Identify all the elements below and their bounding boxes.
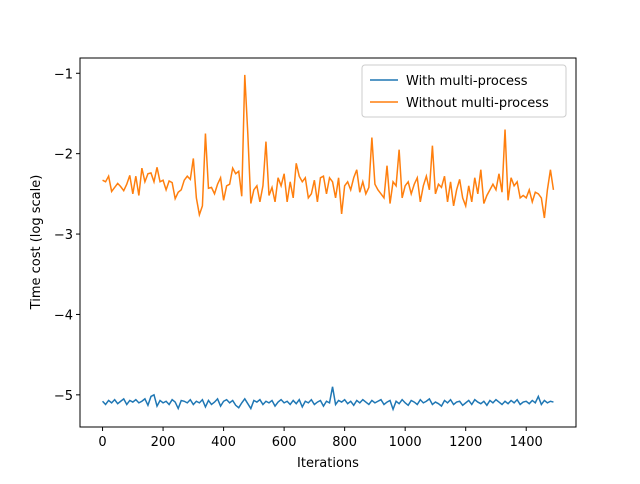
x-axis-label: Iterations xyxy=(297,456,359,471)
y-axis-label: Time cost (log scale) xyxy=(29,175,44,311)
legend-label: With multi-process xyxy=(406,74,528,89)
x-tick-label: 600 xyxy=(272,435,297,450)
y-tick-label: −3 xyxy=(54,228,73,243)
y-tick-label: −4 xyxy=(54,308,73,323)
y-tick-label: −2 xyxy=(54,148,73,163)
x-tick-label: 800 xyxy=(332,435,357,450)
x-tick-label: 0 xyxy=(98,435,106,450)
y-tick-label: −1 xyxy=(54,67,73,82)
x-tick-label: 1000 xyxy=(389,435,422,450)
series-line xyxy=(102,386,554,412)
y-tick-label: −5 xyxy=(54,389,73,404)
x-tick-label: 400 xyxy=(211,435,236,450)
legend-label: Without multi-process xyxy=(406,96,549,111)
series-line xyxy=(102,74,555,219)
x-tick-label: 1200 xyxy=(449,435,482,450)
x-tick-label: 200 xyxy=(151,435,176,450)
plot-frame xyxy=(79,57,577,428)
legend-box xyxy=(361,64,567,118)
x-tick-label: 1400 xyxy=(510,435,543,450)
